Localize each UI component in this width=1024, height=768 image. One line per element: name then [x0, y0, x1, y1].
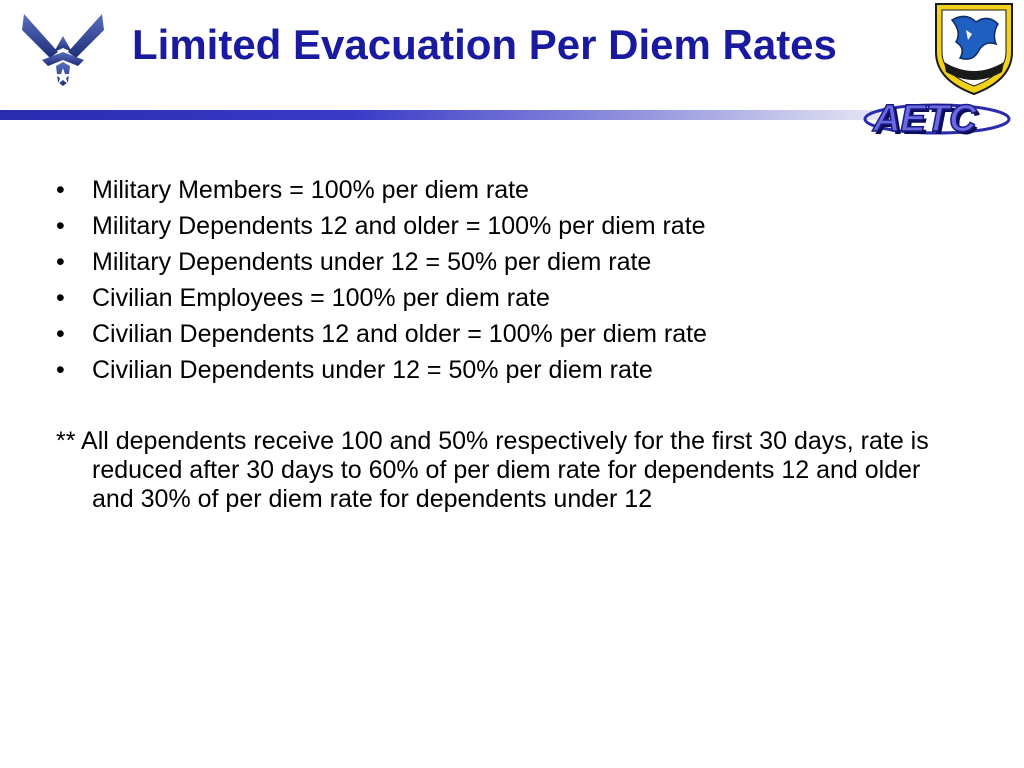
bullet-item: Military Members = 100% per diem rate	[56, 172, 956, 208]
slide-title: Limited Evacuation Per Diem Rates	[132, 21, 837, 68]
bullet-item: Military Dependents 12 and older = 100% …	[56, 208, 956, 244]
header-divider-bar	[0, 110, 880, 120]
footnote-text: ** All dependents receive 100 and 50% re…	[56, 427, 929, 513]
svg-text:AETC: AETC	[875, 101, 980, 142]
bullet-item: Civilian Employees = 100% per diem rate	[56, 280, 956, 316]
bullet-item: Civilian Dependents 12 and older = 100% …	[56, 316, 956, 352]
bullet-item: Military Dependents under 12 = 50% per d…	[56, 244, 956, 280]
air-force-symbol-icon	[22, 14, 104, 86]
aetc-logo-icon: AETC AETC	[863, 97, 1011, 142]
svg-text:AETC: AETC	[872, 98, 977, 140]
bullet-list: Military Members = 100% per diem rate Mi…	[56, 172, 956, 388]
training-group-emblem-icon	[935, 3, 1013, 96]
bullet-item: Civilian Dependents under 12 = 50% per d…	[56, 352, 956, 388]
